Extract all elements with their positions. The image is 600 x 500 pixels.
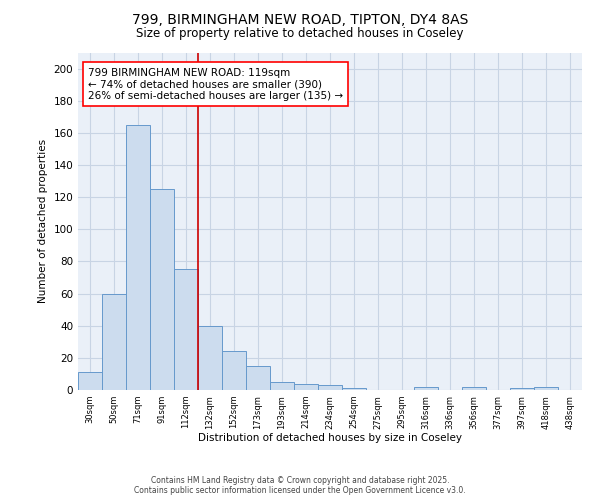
Bar (102, 294, 126, 390)
Bar (510, 388, 534, 390)
Bar (294, 384, 318, 390)
Bar (318, 385, 342, 390)
Bar (342, 388, 366, 390)
X-axis label: Distribution of detached houses by size in Coseley: Distribution of detached houses by size … (198, 433, 462, 443)
Text: Contains HM Land Registry data © Crown copyright and database right 2025.
Contai: Contains HM Land Registry data © Crown c… (134, 476, 466, 495)
Bar (174, 270, 198, 390)
Text: Size of property relative to detached houses in Coseley: Size of property relative to detached ho… (136, 28, 464, 40)
Text: 799 BIRMINGHAM NEW ROAD: 119sqm
← 74% of detached houses are smaller (390)
26% o: 799 BIRMINGHAM NEW ROAD: 119sqm ← 74% of… (88, 68, 343, 101)
Bar (78, 372, 102, 390)
Text: 799, BIRMINGHAM NEW ROAD, TIPTON, DY4 8AS: 799, BIRMINGHAM NEW ROAD, TIPTON, DY4 8A… (132, 12, 468, 26)
Bar (126, 125, 150, 390)
Bar (222, 352, 246, 390)
Bar (414, 387, 438, 390)
Bar (534, 387, 558, 390)
Bar (270, 382, 294, 390)
Bar (150, 189, 174, 390)
Bar (246, 366, 270, 390)
Y-axis label: Number of detached properties: Number of detached properties (38, 139, 48, 304)
Bar (462, 387, 486, 390)
Bar (198, 326, 222, 390)
